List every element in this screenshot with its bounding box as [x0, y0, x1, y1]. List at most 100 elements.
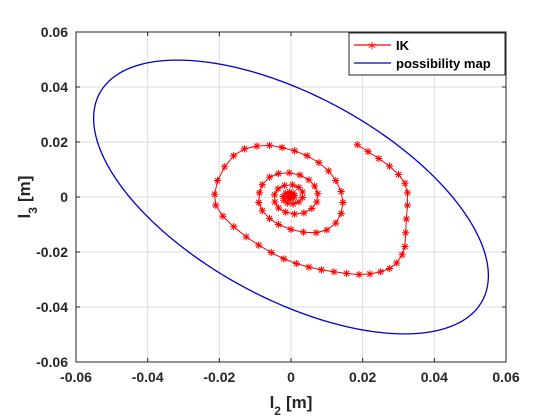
ik-point	[300, 209, 308, 217]
ik-point	[295, 183, 303, 191]
y-tick-label: -0.02	[36, 244, 68, 260]
y-tick-label: -0.04	[36, 299, 68, 315]
ik-point	[325, 167, 333, 175]
ik-point	[274, 170, 283, 178]
x-tick-label: 0.06	[492, 369, 519, 385]
legend: * IK possibility map	[348, 32, 506, 76]
ik-point	[282, 208, 290, 216]
x-tick-label: 0.02	[349, 369, 376, 385]
ik-point	[337, 187, 345, 196]
ik-point	[295, 198, 303, 206]
ik-point	[278, 143, 286, 152]
possibility-map-ellipse	[92, 59, 490, 335]
y-axis-label-main: l	[15, 214, 34, 219]
ik-point	[385, 264, 394, 273]
ik-point	[313, 198, 321, 206]
x-axis-label-subscript: 2	[274, 404, 281, 418]
x-tick-label: -0.06	[60, 369, 92, 385]
ik-point	[305, 176, 313, 184]
ik-point	[308, 204, 316, 213]
ik-point	[298, 193, 307, 202]
ik-point	[401, 179, 409, 187]
ik-point	[240, 145, 249, 153]
ik-point	[280, 181, 289, 190]
ik-point	[299, 228, 308, 236]
ik-point	[265, 173, 274, 181]
y-tick-label: 0.06	[41, 24, 68, 40]
ik-point	[303, 152, 311, 160]
ik-point	[385, 162, 394, 170]
y-tick-label: 0	[60, 189, 68, 205]
ik-point	[221, 163, 229, 171]
ik-point	[403, 201, 412, 209]
ik-point	[337, 209, 345, 218]
ik-point	[258, 181, 266, 189]
x-axis-label-main: l	[270, 393, 275, 412]
ik-point	[339, 198, 347, 207]
x-tick-label: 0.04	[421, 369, 448, 385]
legend-ik-label: IK	[396, 38, 410, 53]
ik-point	[270, 191, 279, 199]
axis-ticks: -0.06 -0.04 -0.02 0 0.02 0.04 0.06 0.06 0.04 0.02…	[36, 24, 520, 385]
x-tick-label: -0.02	[203, 369, 235, 385]
ik-point	[288, 181, 297, 189]
ik-point	[213, 176, 222, 185]
ik-point	[402, 229, 410, 237]
ik-point	[315, 159, 323, 167]
ik-point	[280, 255, 288, 263]
ik-point	[267, 248, 275, 257]
ik-point	[290, 210, 299, 218]
ik-point	[219, 212, 227, 220]
ik-point	[366, 270, 374, 278]
ik-point	[342, 269, 351, 278]
ik-point	[255, 198, 263, 207]
ik-point	[311, 182, 319, 190]
y-axis-label-subscript: 3	[26, 207, 40, 214]
ik-point	[271, 198, 279, 206]
ik-point	[375, 154, 383, 163]
ik-point	[287, 225, 295, 234]
ik-point	[265, 214, 274, 223]
ik-point	[292, 259, 300, 268]
ik-point	[314, 190, 322, 198]
y-tick-label: 0.04	[41, 79, 68, 95]
x-axis-label-unit: [m]	[286, 393, 312, 412]
ik-point	[398, 251, 406, 259]
ik-point	[402, 215, 410, 223]
x-axis-label: l2 [m]	[270, 393, 313, 418]
ik-point	[330, 268, 338, 276]
ik-point	[298, 188, 307, 196]
ik-point	[255, 241, 263, 249]
ik-point	[274, 204, 283, 212]
ik-point	[253, 142, 261, 150]
x-tick-label: -0.04	[132, 369, 164, 385]
ik-point	[265, 141, 274, 149]
ik-point	[287, 192, 295, 200]
ik-point	[255, 189, 264, 197]
ik-point	[274, 220, 283, 229]
ik-point	[296, 171, 304, 179]
x-tick-label: 0	[287, 369, 295, 385]
y-tick-label: -0.06	[36, 354, 68, 370]
ik-point	[230, 223, 238, 231]
ik-point	[285, 169, 293, 177]
ik-point	[353, 141, 361, 149]
ik-point	[274, 185, 282, 193]
legend-possibility-map-label: possibility map	[396, 56, 491, 71]
legend-ik-marker: *	[368, 39, 376, 58]
ik-point	[364, 148, 372, 156]
y-tick-label: 0.02	[41, 134, 68, 150]
ik-point	[323, 226, 331, 234]
ik-point	[305, 263, 313, 271]
ik-point	[211, 190, 219, 198]
ik-point	[290, 147, 299, 155]
ik-point	[212, 201, 220, 209]
ik-point	[394, 170, 403, 179]
ik-point	[376, 268, 385, 276]
ik-point	[393, 259, 401, 267]
ik-point	[332, 219, 340, 227]
series-layer	[92, 59, 490, 335]
ik-point	[230, 152, 238, 160]
ik-point	[312, 229, 320, 237]
